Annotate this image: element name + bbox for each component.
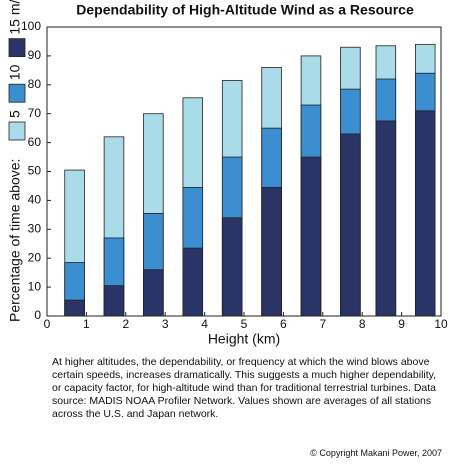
x-tick-label: 9 [398, 317, 405, 331]
y-tick-label: 90 [28, 48, 42, 62]
legend-swatch [8, 83, 26, 103]
y-axis-legend: Percentage of time above: 5 10 15 m/s [7, 0, 26, 322]
bar [143, 269, 164, 317]
x-tick-label: 10 [434, 317, 448, 331]
legend-swatch [8, 38, 26, 58]
legend-swatch [8, 121, 26, 141]
legend-label: 15 m/s [7, 0, 23, 35]
chart: Dependability of High-Altitude Wind as a… [7, 0, 448, 347]
bar [261, 186, 282, 317]
caption: At higher altitudes, the dependability, … [52, 356, 437, 420]
bar [375, 120, 397, 317]
y-tick-label: 60 [28, 135, 42, 149]
chart-title: Dependability of High-Altitude Wind as a… [76, 2, 414, 18]
y-tick-label: 70 [28, 106, 42, 120]
x-axis-label: Height (km) [208, 331, 280, 347]
y-tick-label: 0 [34, 308, 41, 322]
x-tick-label: 2 [122, 317, 129, 331]
bar [414, 110, 436, 317]
bar [340, 133, 361, 317]
y-axis-label: Percentage of time above: [7, 159, 23, 322]
legend-label: 10 [7, 64, 23, 80]
copyright: © Copyright Makani Power, 2007 [310, 448, 442, 458]
x-tick-label: 7 [319, 317, 326, 331]
x-tick-label: 5 [241, 317, 248, 331]
y-tick-label: 30 [28, 221, 42, 235]
y-tick-label: 40 [28, 193, 42, 207]
x-tick-label: 1 [83, 317, 90, 331]
y-tick-label: 20 [28, 250, 42, 264]
y-tick-label: 50 [28, 164, 42, 178]
x-tick-label: 3 [162, 317, 169, 331]
bar [64, 299, 85, 317]
bar [182, 247, 204, 317]
x-tick-label: 8 [359, 317, 366, 331]
y-tick-label: 100 [21, 19, 41, 33]
x-tick-label: 0 [44, 317, 51, 331]
legend-label: 5 [7, 110, 23, 118]
bar [221, 217, 243, 317]
y-tick-label: 10 [28, 279, 42, 293]
y-tick-label: 80 [28, 77, 42, 91]
x-tick-label: 6 [280, 317, 287, 331]
bar [103, 285, 125, 317]
bar [300, 156, 322, 317]
x-tick-label: 4 [201, 317, 208, 331]
